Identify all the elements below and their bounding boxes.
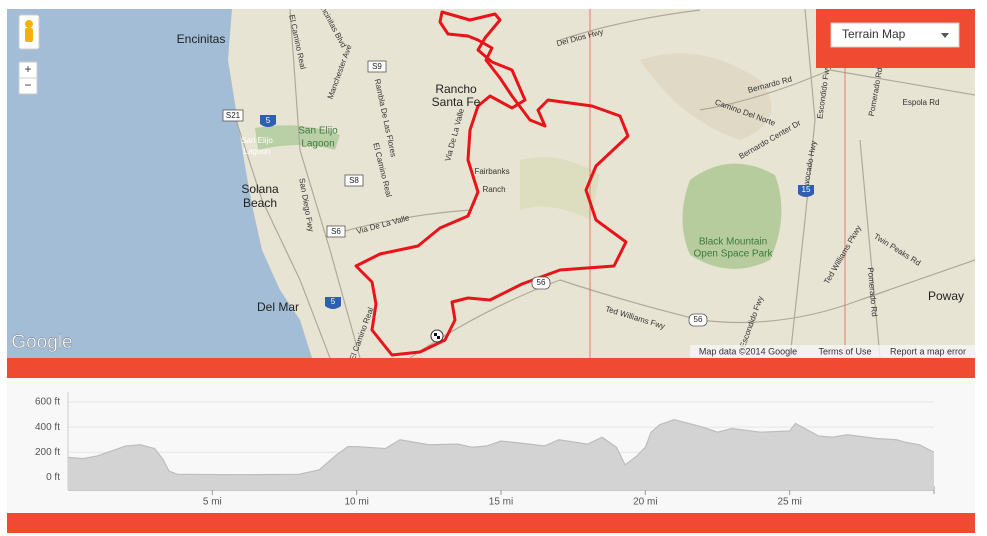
- map-label: Santa Fe: [432, 95, 481, 109]
- route-shield: S6: [326, 225, 346, 238]
- park: [682, 163, 782, 269]
- map-label: S9: [372, 62, 382, 71]
- route-shield: S21: [222, 109, 244, 122]
- elevation-line: [67, 419, 935, 476]
- footer-bar: [7, 513, 975, 533]
- terrain-patch: [640, 53, 772, 141]
- route: [354, 10, 630, 357]
- ocean: [7, 9, 312, 358]
- attribution: Map data ©2014 Google: [699, 346, 797, 356]
- y-tick-label: 600 ft: [35, 397, 60, 408]
- map-label: 56: [537, 278, 546, 287]
- area-fill: [68, 419, 934, 490]
- route-shield: S9: [367, 60, 387, 73]
- terms-link[interactable]: Terms of Use: [818, 346, 871, 356]
- route-shield: 56: [531, 276, 551, 290]
- map-label: Lagoon: [301, 139, 334, 150]
- map-type-dropdown[interactable]: Terrain Map: [830, 22, 960, 48]
- map-label: Poway: [928, 289, 964, 303]
- zoom-in-button[interactable]: +: [18, 61, 38, 79]
- map-type-label: Terrain Map: [842, 27, 906, 41]
- map-label: Open Space Park: [694, 249, 774, 260]
- interstate-shield: 5: [325, 297, 341, 309]
- x-tick-label: 20 mi: [633, 497, 657, 508]
- roads: [235, 9, 975, 358]
- map-label: Fairbanks: [474, 167, 509, 176]
- report-link[interactable]: Report a map error: [890, 346, 966, 356]
- map-label: Beach: [243, 196, 277, 210]
- lagoon: [255, 125, 340, 150]
- map-label: Pomerado Rd: [866, 267, 879, 317]
- map-label: San Elijo: [298, 126, 338, 137]
- x-tick-label: 15 mi: [489, 497, 513, 508]
- map-label: Rancho: [435, 82, 477, 96]
- map-label: Solana: [241, 182, 279, 196]
- map: Encinitas Encinitas Blvd Manchester Ave …: [7, 9, 975, 358]
- map-label: 15: [802, 185, 811, 194]
- map-label: Black Mountain: [699, 237, 767, 248]
- map-label: 56: [694, 315, 703, 324]
- attribution-bar: [690, 345, 975, 358]
- map-label: S6: [331, 227, 341, 236]
- google-logo: Google: [11, 332, 72, 353]
- interstate-shield: 5: [260, 115, 276, 127]
- map-label: San Elijo: [241, 136, 273, 145]
- interstate-shield: 15: [798, 185, 814, 197]
- pegman[interactable]: [18, 14, 40, 50]
- elevation-chart: 0 ft 200 ft 400 ft 600 ft 5 mi 10 mi 15 mi 20 m…: [35, 392, 935, 508]
- divider-bar: [7, 358, 975, 378]
- map-label: 5: [266, 116, 271, 125]
- zoom-out-label: −: [24, 78, 31, 92]
- map-label: S21: [226, 111, 241, 120]
- map-label: Ranch: [482, 185, 505, 194]
- zoom-out-button[interactable]: −: [18, 77, 38, 95]
- route-shield: S8: [344, 174, 364, 187]
- map-label: Lagoon: [244, 147, 271, 156]
- x-tick-label: 10 mi: [344, 497, 368, 508]
- y-tick-label: 400 ft: [35, 422, 60, 433]
- map-label: Del Mar: [257, 300, 299, 314]
- map-label: S8: [349, 176, 359, 185]
- y-tick-label: 200 ft: [35, 447, 60, 458]
- x-tick-label: 5 mi: [203, 497, 222, 508]
- zoom-in-label: +: [24, 62, 31, 76]
- map-label: Encinitas: [177, 32, 226, 46]
- finish-flag: [430, 329, 444, 343]
- map-label: 5: [331, 297, 336, 306]
- x-tick-label: 25 mi: [777, 497, 801, 508]
- route-shield: 56: [688, 313, 708, 327]
- y-tick-label: 0 ft: [46, 472, 60, 483]
- map-label: Espola Rd: [903, 98, 940, 107]
- terrain-patch: [520, 157, 600, 220]
